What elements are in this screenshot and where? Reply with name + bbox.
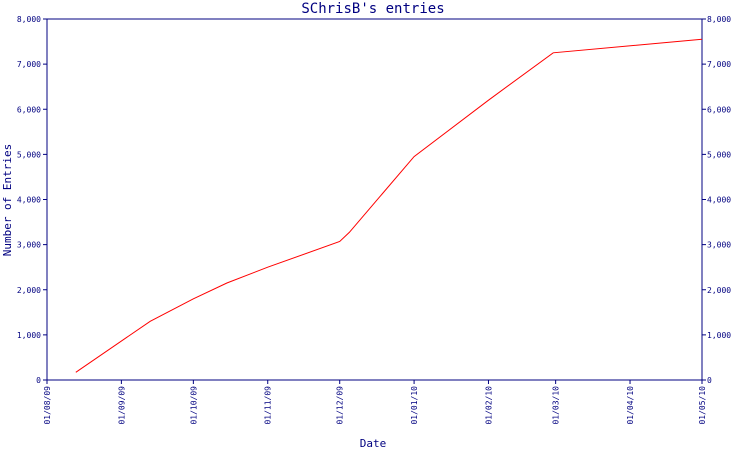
y-tick-label-left: 2,000	[17, 286, 41, 295]
y-tick-label-right: 6,000	[707, 105, 731, 114]
y-tick-label-right: 3,000	[707, 241, 731, 250]
y-tick-label-left: 4,000	[17, 196, 41, 205]
x-tick-label: 01/02/10	[484, 386, 493, 425]
y-tick-label-left: 3,000	[17, 241, 41, 250]
x-tick-label: 01/05/10	[698, 386, 707, 425]
x-tick-label: 01/12/09	[336, 386, 345, 425]
x-tick-label: 01/03/10	[552, 386, 561, 425]
y-tick-label-left: 1,000	[17, 331, 41, 340]
x-tick-label: 01/08/09	[43, 386, 52, 425]
x-tick-label: 01/04/10	[626, 386, 635, 425]
y-tick-label-left: 5,000	[17, 150, 41, 159]
y-axis-label: Number of Entries	[1, 144, 14, 257]
y-tick-label-right: 8,000	[707, 15, 731, 24]
x-tick-label: 01/01/10	[410, 386, 419, 425]
x-tick-label: 01/10/09	[189, 386, 198, 425]
x-axis-label: Date	[360, 437, 387, 450]
y-tick-label-right: 0	[707, 376, 712, 385]
y-tick-label-left: 6,000	[17, 105, 41, 114]
y-tick-label-right: 7,000	[707, 60, 731, 69]
y-tick-label-right: 4,000	[707, 196, 731, 205]
y-tick-label-left: 8,000	[17, 15, 41, 24]
y-tick-label-right: 1,000	[707, 331, 731, 340]
y-tick-label-right: 5,000	[707, 150, 731, 159]
y-tick-label-left: 0	[36, 376, 41, 385]
series-layer	[75, 38, 703, 373]
series-line	[75, 38, 703, 373]
chart-title: SChrisB's entries	[301, 1, 444, 17]
x-tick-label: 01/09/09	[117, 386, 126, 425]
y-tick-label-left: 7,000	[17, 60, 41, 69]
x-tick-label: 01/11/09	[264, 386, 273, 425]
y-tick-label-right: 2,000	[707, 286, 731, 295]
y-ticks: 0 0 1,000 1,000 2,000 2,000 3,000 3,000 4,000 4,0…	[17, 15, 731, 385]
x-ticks: 01/08/09 01/09/09 01/10/09 01/11/09 01/12/09…	[43, 380, 707, 425]
